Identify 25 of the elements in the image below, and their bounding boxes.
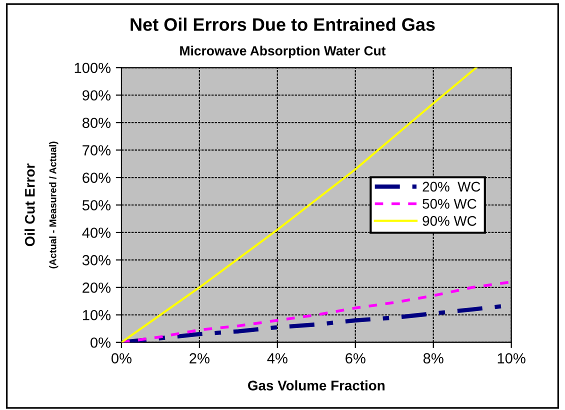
chart-title: Net Oil Errors Due to Entrained Gas bbox=[130, 18, 435, 31]
y-tick-label: 70% bbox=[82, 145, 111, 156]
x-tick-label: 10% bbox=[498, 353, 526, 364]
y-tick-label: 40% bbox=[82, 228, 111, 238]
y-tick-label: 0% bbox=[90, 337, 111, 348]
legend-label: 20% WC bbox=[422, 182, 480, 192]
x-tick-label: 0% bbox=[112, 353, 132, 364]
x-tick-label: 8% bbox=[423, 353, 444, 364]
x-tick-label: 6% bbox=[346, 353, 366, 364]
chart-subtitle: Microwave Absorption Water Cut bbox=[180, 46, 386, 58]
y-tick-label: 10% bbox=[82, 310, 111, 320]
x-tick-label: 2% bbox=[190, 353, 210, 364]
text: (Actual - Measured / Actual) bbox=[49, 142, 58, 268]
y-tick-label: 100% bbox=[74, 62, 111, 74]
y-tick-label: 20% bbox=[82, 282, 111, 293]
y-tick-label: 30% bbox=[82, 255, 111, 266]
x-tick-label: 4% bbox=[267, 353, 288, 364]
legend-label: 50% WC bbox=[422, 198, 476, 209]
y-tick-label: 90% bbox=[82, 90, 111, 101]
y-tick-label: 50% bbox=[82, 200, 111, 210]
y-tick-label: 80% bbox=[82, 118, 111, 128]
y-axis-title: Oil Cut Error bbox=[24, 164, 35, 246]
y-tick-label: 60% bbox=[82, 172, 111, 183]
legend-label: 90% WC bbox=[422, 216, 476, 226]
x-axis-title: Gas Volume Fraction bbox=[248, 380, 384, 390]
